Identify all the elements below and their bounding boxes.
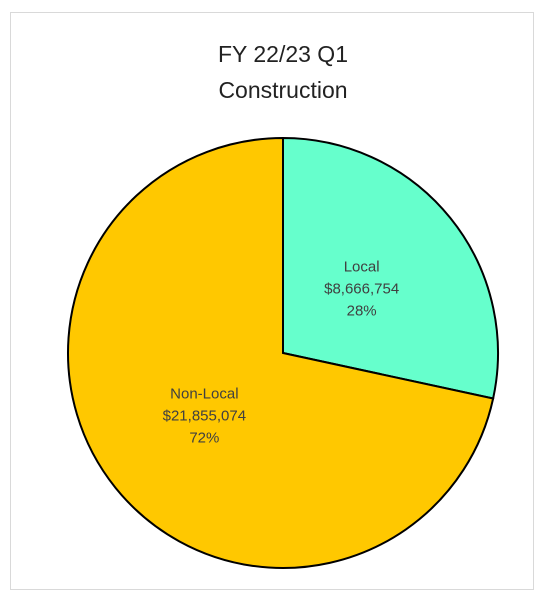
slice-category-label: Local xyxy=(344,259,380,276)
slice-category-label: Non-Local xyxy=(170,385,238,402)
chart-title: FY 22/23 Q1 xyxy=(218,41,348,67)
slice-percent-label: 72% xyxy=(189,429,219,446)
pie-slice xyxy=(282,136,499,400)
slice-value-label: $8,666,754 xyxy=(324,281,399,298)
pie-slice xyxy=(67,136,495,569)
slice-value-label: $21,855,074 xyxy=(163,407,246,424)
chart-title: Construction xyxy=(218,77,347,103)
slice-percent-label: 28% xyxy=(347,303,377,320)
